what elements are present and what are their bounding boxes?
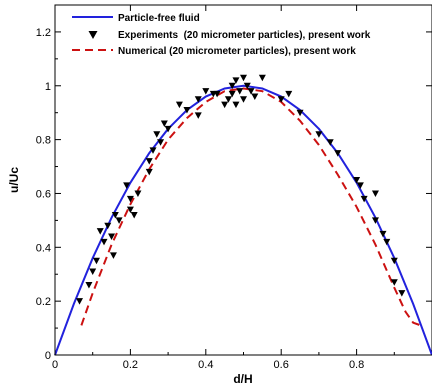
- experiment-marker: [353, 177, 361, 184]
- plot-area: [54, 4, 432, 356]
- experiment-marker: [371, 217, 379, 224]
- legend-label-numerical: Numerical (20 micrometer particles), pre…: [118, 46, 356, 57]
- y-tick-label: 0: [45, 350, 51, 362]
- experiment-marker: [285, 90, 293, 98]
- experiment-marker: [221, 101, 229, 109]
- axes-layer: 0 0.2 0.4 0.6 0.8 0 0.2 0.4 0.6 0.8 1 1.2: [36, 4, 432, 371]
- x-tick-label: 0.4: [198, 359, 213, 371]
- legend: Particle-free fluid Experiments (20 micr…: [72, 13, 371, 57]
- experiment-marker: [243, 82, 251, 90]
- experiment-marker: [247, 88, 255, 95]
- experiment-marker: [100, 238, 108, 246]
- x-tick-label: 0.2: [123, 359, 138, 371]
- experiment-marker: [134, 190, 142, 197]
- experiment-marker: [194, 112, 202, 119]
- experiment-marker: [334, 150, 342, 157]
- experiment-marker: [108, 233, 116, 241]
- experiment-marker: [356, 182, 364, 189]
- experiment-marker: [390, 279, 398, 286]
- experiment-marker: [111, 212, 119, 219]
- y-tick-label: 0.4: [36, 242, 51, 254]
- experiment-marker: [390, 257, 398, 265]
- experiment-marker: [109, 252, 117, 259]
- experiment-marker: [104, 222, 112, 230]
- experiment-marker: [92, 257, 100, 265]
- experiment-marker: [315, 131, 323, 138]
- experiment-marker: [277, 96, 285, 103]
- x-tick-label: 0: [52, 359, 58, 371]
- experiment-marker: [194, 96, 202, 103]
- experiment-marker: [224, 96, 232, 103]
- experiment-marker: [130, 212, 138, 219]
- experiment-marker: [126, 195, 134, 203]
- experiment-marker: [145, 168, 153, 176]
- experiment-marker: [236, 88, 244, 95]
- experiment-marker: [153, 131, 161, 138]
- x-tick-label: 0.6: [274, 359, 289, 371]
- experiment-marker: [213, 90, 221, 98]
- experiment-marker: [371, 190, 379, 197]
- experiment-marker: [202, 88, 210, 95]
- experiment-marker: [258, 74, 266, 82]
- experiment-marker: [183, 107, 191, 114]
- experiment-marker: [296, 109, 304, 117]
- experiment-marker: [240, 74, 247, 82]
- y-tick-label: 1.2: [36, 27, 51, 39]
- y-tick-label: 1: [45, 81, 51, 93]
- plot-frame: [54, 4, 432, 356]
- experiment-marker: [149, 147, 157, 154]
- experiment-marker: [232, 101, 240, 109]
- legend-label-experiments: Experiments (20 micrometer particles), p…: [118, 30, 371, 41]
- y-tick-label: 0.2: [36, 296, 51, 308]
- experiment-marker: [232, 77, 240, 84]
- experiment-marker: [89, 268, 97, 276]
- experiment-marker: [115, 217, 123, 224]
- experiment-marker: [251, 93, 259, 101]
- experiment-marker: [379, 230, 387, 238]
- experiment-marker: [383, 238, 391, 246]
- legend-swatch-experiments: [88, 31, 98, 39]
- experiment-marker: [96, 228, 104, 235]
- experiment-marker: [398, 290, 406, 297]
- experiment-marker: [240, 96, 247, 103]
- x-axis-title: d/H: [233, 372, 252, 386]
- experiment-marker: [126, 206, 134, 214]
- experiment-marker: [160, 120, 168, 127]
- y-tick-label: 0.8: [36, 135, 51, 147]
- experiment-marker: [157, 139, 165, 146]
- y-tick-label: 0.6: [36, 188, 51, 200]
- y-axis-title: u/Uc: [7, 167, 21, 193]
- experiment-marker: [145, 158, 153, 165]
- experiment-marker: [164, 125, 172, 133]
- experiment-marker: [175, 101, 183, 109]
- legend-label-particle-free: Particle-free fluid: [118, 13, 200, 24]
- experiment-marker: [228, 90, 236, 98]
- experiment-marker: [360, 195, 368, 203]
- experiment-marker: [76, 298, 84, 305]
- experiment-marker: [326, 139, 334, 146]
- experiment-marker: [123, 182, 131, 189]
- experiment-marker: [85, 282, 93, 289]
- series-layer: [54, 74, 432, 356]
- experiment-marker: [228, 82, 236, 90]
- series-line-particle-free: [54, 84, 432, 356]
- x-tick-label: 0.8: [349, 359, 364, 371]
